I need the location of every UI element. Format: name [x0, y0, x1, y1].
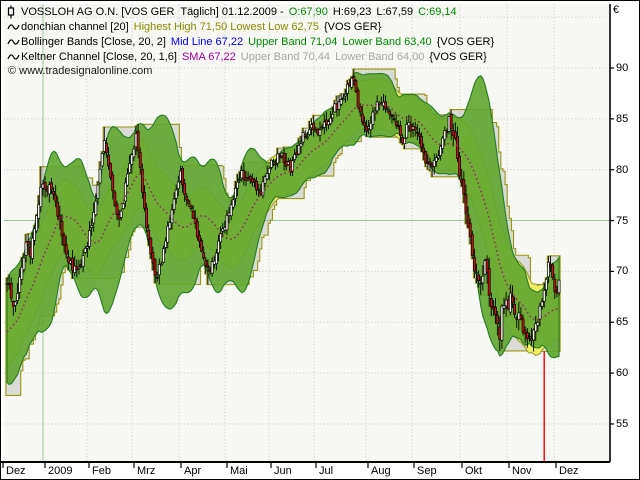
x-tick-label: Sep — [417, 465, 437, 477]
close-value: C:69,14 — [418, 5, 457, 18]
x-tick-label: Mrz — [137, 465, 156, 477]
donchian-values: Highest High 71,50 Lowest Low 62,75 — [133, 20, 319, 33]
bollinger-band — [6, 71, 560, 386]
x-tick-label: Jun — [274, 465, 292, 477]
x-tick-label: Nov — [512, 465, 532, 477]
keltner-upper-value: Upper Band 70,44 — [240, 50, 331, 63]
indicator-wave-icon — [7, 52, 21, 62]
x-tick-label: Mai — [230, 465, 248, 477]
x-tick-label: Okt — [465, 465, 483, 477]
x-tick-label: Apr — [184, 465, 202, 477]
indicator-wave-icon — [7, 22, 21, 32]
x-tick-label: Dez — [6, 465, 26, 477]
open-value: O:67,90 — [288, 5, 328, 18]
sma-mid-line — [6, 103, 560, 333]
indicator-wave-icon — [7, 37, 21, 47]
y-tick-label: 65 — [616, 316, 629, 329]
currency-unit-label: € — [613, 4, 620, 16]
bollinger-upper-value: Upper Band 71,04 — [248, 35, 338, 48]
candlestick-icon — [7, 5, 21, 19]
legend-instrument-row[interactable]: VOSSLOH AG O.N. [VOS GER Täglich] 01.12.… — [7, 4, 499, 19]
x-tick-label: Jul — [319, 465, 334, 477]
y-tick-label: 80 — [616, 163, 629, 176]
legend-keltner-row[interactable]: Keltner Channel [Close, 20, 1,6] SMA 67,… — [7, 49, 499, 64]
keltner-lower-value: Lower Band 64,00 — [335, 50, 425, 63]
high-value: H:69,23 — [332, 5, 372, 18]
y-tick-label: 90 — [616, 62, 629, 74]
keltner-symbol: {VOS GER} — [429, 50, 487, 63]
chart-legend: VOSSLOH AG O.N. [VOS GER Täglich] 01.12.… — [7, 4, 499, 64]
y-tick-label: 60 — [616, 367, 629, 380]
plot-content — [4, 4, 610, 462]
candlesticks — [5, 69, 561, 352]
y-tick-label: 55 — [616, 417, 629, 430]
bollinger-title: Bollinger Bands [Close, 20, 2] — [21, 35, 166, 48]
keltner-title: Keltner Channel [Close, 20, 1,6] — [21, 50, 177, 63]
instrument-title: VOSSLOH AG O.N. [VOS GER Täglich] 01.12.… — [21, 5, 284, 18]
y-tick-label: 70 — [616, 265, 629, 278]
bollinger-mid-value: Mid Line 67,22 — [170, 35, 244, 48]
low-value: L:67,59 — [376, 5, 414, 18]
y-tick-label: 75 — [616, 214, 629, 227]
keltner-sma-value: SMA 67,22 — [181, 50, 236, 63]
bollinger-lower-value: Lower Band 63,40 — [342, 35, 432, 48]
y-tick-label: 85 — [616, 112, 629, 125]
donchian-symbol: {VOS GER} — [323, 20, 382, 33]
legend-bollinger-row[interactable]: Bollinger Bands [Close, 20, 2] Mid Line … — [7, 34, 499, 49]
x-tick-label: 2009 — [48, 465, 73, 477]
donchian-title: donchian channel [20] — [21, 20, 129, 33]
watermark: © www.tradesignalonline.com — [8, 65, 153, 77]
x-tick-label: Dez — [559, 465, 579, 477]
bollinger-symbol: {VOS GER} — [436, 35, 495, 48]
legend-donchian-row[interactable]: donchian channel [20] Highest High 71,50… — [7, 19, 499, 34]
x-tick-label: Aug — [371, 465, 391, 477]
x-tick-label: Feb — [92, 465, 111, 477]
